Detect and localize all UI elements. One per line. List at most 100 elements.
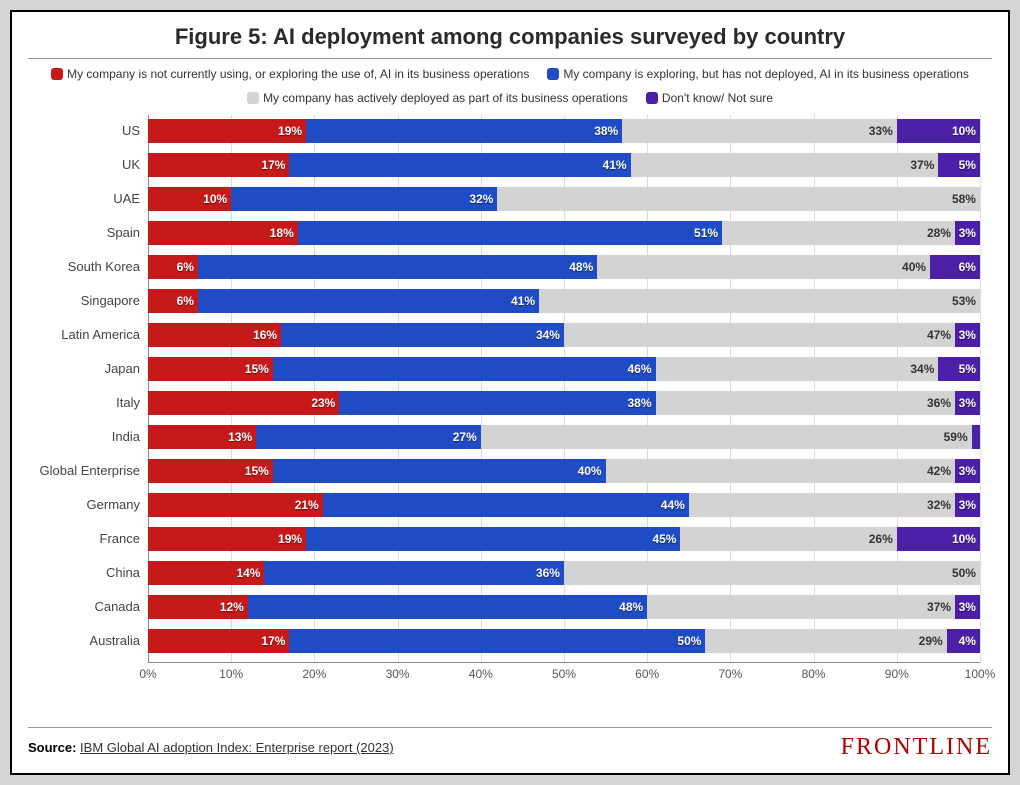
bar-segment: 51%	[298, 221, 722, 245]
bar-row: Spain18%51%28%3%	[148, 221, 980, 245]
bar-segment: 42%	[606, 459, 955, 483]
bar-segment: 38%	[339, 391, 655, 415]
segment-value: 48%	[569, 260, 593, 274]
bar-segment: 37%	[631, 153, 939, 177]
legend-label: My company is not currently using, or ex…	[67, 67, 529, 81]
bar-segment: 34%	[656, 357, 939, 381]
segment-value: 3%	[959, 328, 976, 342]
bar-row: Australia17%50%29%4%	[148, 629, 980, 653]
source: Source: IBM Global AI adoption Index: En…	[28, 740, 394, 755]
x-axis: 0%10%20%30%40%50%60%70%80%90%100%	[148, 663, 980, 691]
category-label: China	[106, 561, 140, 585]
grid-line	[980, 115, 981, 663]
category-label: UAE	[113, 187, 140, 211]
bar-segment: 19%	[148, 119, 306, 143]
bar-segment: 40%	[273, 459, 606, 483]
legend-label: My company has actively deployed as part…	[263, 91, 628, 105]
segment-value: 19%	[278, 124, 302, 138]
x-tick: 90%	[885, 667, 909, 681]
bar-row: Global Enterprise15%40%42%3%	[148, 459, 980, 483]
bar-segment: 48%	[198, 255, 597, 279]
bar-segment: 6%	[148, 289, 198, 313]
legend-item: My company is exploring, but has not dep…	[547, 67, 969, 81]
bar-segment: 17%	[148, 629, 289, 653]
category-label: US	[122, 119, 140, 143]
segment-value: 37%	[927, 600, 951, 614]
bar-segment: 15%	[148, 459, 273, 483]
bar-segment: 3%	[955, 459, 980, 483]
bar-segment: 12%	[148, 595, 248, 619]
segment-value: 10%	[952, 124, 976, 138]
legend-swatch	[51, 68, 63, 80]
segment-value: 42%	[927, 464, 951, 478]
segment-value: 15%	[245, 362, 269, 376]
segment-value: 17%	[261, 634, 285, 648]
segment-value: 50%	[952, 566, 976, 580]
bar-segment: 13%	[148, 425, 256, 449]
segment-value: 36%	[927, 396, 951, 410]
bar-segment: 32%	[231, 187, 497, 211]
bar-segment: 48%	[248, 595, 647, 619]
category-label: Australia	[89, 629, 140, 653]
bar-segment: 29%	[705, 629, 946, 653]
bar-segment: 45%	[306, 527, 680, 551]
bar-row: India13%27%59%	[148, 425, 980, 449]
bar-segment: 14%	[148, 561, 264, 585]
legend-swatch	[547, 68, 559, 80]
segment-value: 34%	[910, 362, 934, 376]
bar-row: UAE10%32%58%	[148, 187, 980, 211]
bar-segment: 10%	[897, 119, 980, 143]
segment-value: 40%	[902, 260, 926, 274]
bar-segment: 33%	[622, 119, 897, 143]
source-link[interactable]: IBM Global AI adoption Index: Enterprise…	[80, 740, 394, 755]
segment-value: 26%	[869, 532, 893, 546]
category-label: Germany	[87, 493, 140, 517]
segment-value: 5%	[959, 362, 976, 376]
footer: Source: IBM Global AI adoption Index: En…	[28, 727, 992, 761]
bar-segment: 50%	[289, 629, 705, 653]
segment-value: 48%	[619, 600, 643, 614]
bar-segment: 41%	[198, 289, 539, 313]
bar-segment: 41%	[289, 153, 630, 177]
bar-segment: 3%	[955, 391, 980, 415]
bar-segment: 3%	[955, 323, 980, 347]
category-label: UK	[122, 153, 140, 177]
bar-row: Canada12%48%37%3%	[148, 595, 980, 619]
category-label: Global Enterprise	[40, 459, 140, 483]
segment-value: 23%	[311, 396, 335, 410]
segment-value: 41%	[603, 158, 627, 172]
bar-segment: 27%	[256, 425, 481, 449]
bar-segment: 34%	[281, 323, 564, 347]
segment-value: 21%	[295, 498, 319, 512]
bar-segment: 6%	[930, 255, 980, 279]
segment-value: 34%	[536, 328, 560, 342]
bar-segment: 4%	[947, 629, 980, 653]
segment-value: 28%	[927, 226, 951, 240]
bar-segment: 46%	[273, 357, 656, 381]
x-tick: 0%	[139, 667, 156, 681]
source-label: Source:	[28, 740, 76, 755]
category-label: Italy	[116, 391, 140, 415]
bar-segment: 47%	[564, 323, 955, 347]
segment-value: 6%	[177, 260, 194, 274]
legend-label: My company is exploring, but has not dep…	[563, 67, 969, 81]
segment-value: 17%	[261, 158, 285, 172]
category-label: France	[100, 527, 140, 551]
x-tick: 70%	[718, 667, 742, 681]
segment-value: 53%	[952, 294, 976, 308]
segment-value: 13%	[228, 430, 252, 444]
bar-segment: 21%	[148, 493, 323, 517]
legend-swatch	[646, 92, 658, 104]
segment-value: 32%	[927, 498, 951, 512]
segment-value: 3%	[959, 600, 976, 614]
x-tick: 100%	[965, 667, 996, 681]
segment-value: 18%	[270, 226, 294, 240]
segment-value: 6%	[177, 294, 194, 308]
x-tick: 40%	[469, 667, 493, 681]
bar-segment: 10%	[897, 527, 980, 551]
brand-logo: FRONTLINE	[841, 734, 992, 761]
segment-value: 29%	[919, 634, 943, 648]
category-label: Canada	[94, 595, 140, 619]
segment-value: 38%	[627, 396, 651, 410]
bar-row: China14%36%50%	[148, 561, 980, 585]
